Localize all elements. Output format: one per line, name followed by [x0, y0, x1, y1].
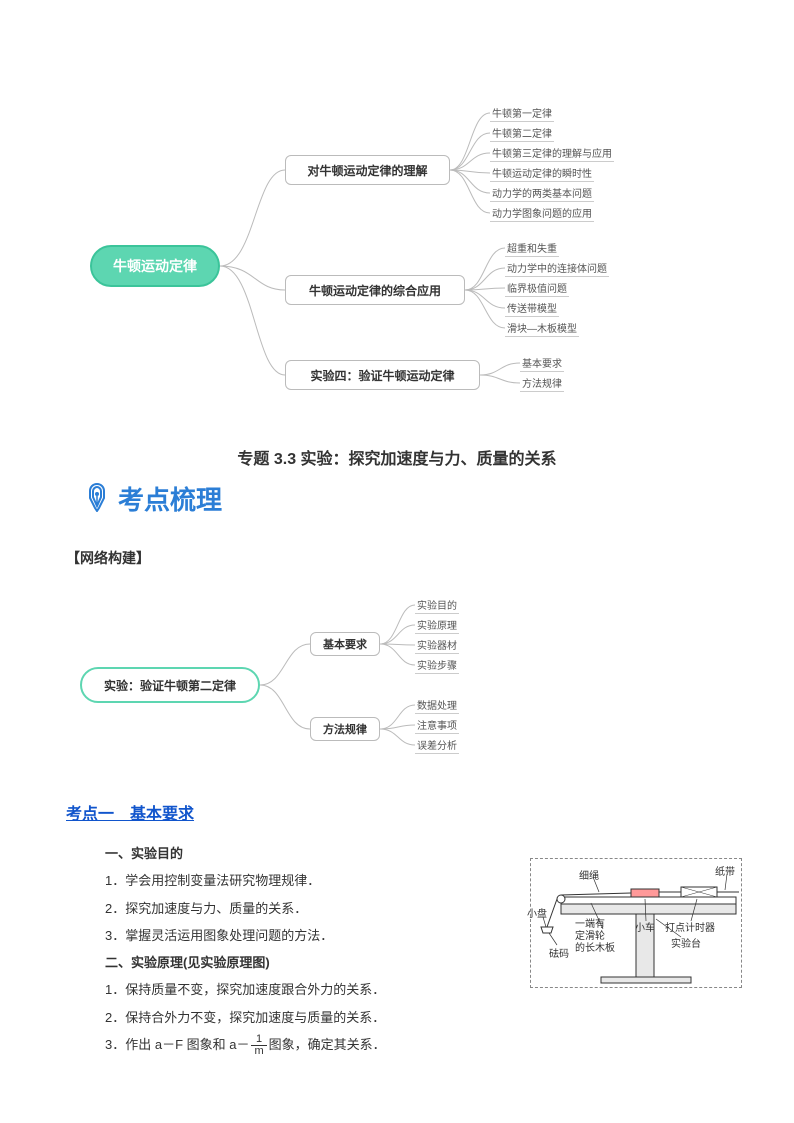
- kaodian-header: 考点一 基本要求: [66, 800, 194, 824]
- mindmap2-root-label: 实验：验证牛顿第二定律: [104, 677, 236, 694]
- mindmap2-leaf-0-1: 实验原理: [415, 617, 459, 634]
- content-line-0: 一、实验目的: [105, 840, 515, 867]
- mindmap1-leaf-0-4: 动力学的两类基本问题: [490, 185, 594, 202]
- mindmap1-leaf-0-2: 牛顿第三定律的理解与应用: [490, 145, 614, 162]
- label-cart: 小车: [635, 919, 655, 934]
- mindmap1-leaf-1-4: 滑块—木板模型: [505, 320, 579, 337]
- mindmap1-leaf-0-1: 牛顿第二定律: [490, 125, 554, 142]
- mindmap2-leaf-0-2: 实验器材: [415, 637, 459, 654]
- content-line-5: 1．保持质量不变，探究加速度跟合外力的关系．: [105, 976, 515, 1003]
- mindmap1-leaf-2-1: 方法规律: [520, 375, 564, 392]
- label-timer: 打点计时器: [665, 919, 715, 934]
- mindmap2-root: 实验：验证牛顿第二定律: [80, 667, 260, 703]
- content-line-6: 2．保持合外力不变，探究加速度与质量的关系．: [105, 1004, 515, 1031]
- mindmap1-leaf-0-0: 牛顿第一定律: [490, 105, 554, 122]
- content-line-3: 3．掌握灵活运用图象处理问题的方法．: [105, 922, 515, 949]
- mindmap1-root: 牛顿运动定律: [90, 245, 220, 287]
- label-table: 实验台: [671, 935, 701, 950]
- mindmap2-leaf-0-3: 实验步骤: [415, 657, 459, 674]
- mindmap-experiment: 实验：验证牛顿第二定律 基本要求 实验目的实验原理实验器材实验步骤方法规律 数据处理…: [80, 597, 520, 772]
- mindmap1-leaf-1-0: 超重和失重: [505, 240, 559, 257]
- mindmap-newton-laws: 牛顿运动定律 对牛顿运动定律的理解 牛顿第一定律牛顿第二定律牛顿第三定律的理解与应…: [90, 105, 650, 415]
- mindmap1-leaf-2-0: 基本要求: [520, 355, 564, 372]
- mindmap2-branch-0: 基本要求: [310, 632, 380, 656]
- mindmap1-root-label: 牛顿运动定律: [113, 256, 197, 276]
- mindmap1-leaf-0-3: 牛顿运动定律的瞬时性: [490, 165, 594, 182]
- page-title: 专题 3.3 实验：探究加速度与力、质量的关系: [0, 445, 794, 469]
- mindmap2-leaf-1-2: 误差分析: [415, 737, 459, 754]
- mindmap1-branch-0: 对牛顿运动定律的理解: [285, 155, 450, 185]
- content-line-4: 二、实验原理(见实验原理图): [105, 949, 515, 976]
- label-board: 一端有 定滑轮 的长木板: [575, 919, 615, 955]
- fraction: 1m: [251, 1034, 266, 1057]
- mindmap1-leaf-1-3: 传送带模型: [505, 300, 559, 317]
- mindmap1-branch-2: 实验四：验证牛顿运动定律: [285, 360, 480, 390]
- content-line-7: 3．作出 a－F 图象和 a－1m图象，确定其关系．: [105, 1031, 515, 1058]
- mindmap1-leaf-1-1: 动力学中的连接体问题: [505, 260, 609, 277]
- content-text: 一、实验目的1．学会用控制变量法研究物理规律．2．探究加速度与力、质量的关系．3…: [105, 840, 515, 1058]
- mindmap2-branch-1: 方法规律: [310, 717, 380, 741]
- mindmap2-leaf-1-0: 数据处理: [415, 697, 459, 714]
- content-line-1: 1．学会用控制变量法研究物理规律．: [105, 867, 515, 894]
- label-tape: 纸带: [715, 863, 735, 878]
- label-weight: 砝码: [549, 945, 569, 960]
- mindmap1-branch-1: 牛顿运动定律的综合应用: [285, 275, 465, 305]
- network-build-label: 【网络构建】: [66, 548, 150, 568]
- mindmap1-leaf-1-2: 临界极值问题: [505, 280, 569, 297]
- mindmap1-leaf-0-5: 动力学图象问题的应用: [490, 205, 594, 222]
- label-pan: 小盘: [527, 905, 547, 920]
- section-header: 考点梳理: [82, 480, 222, 517]
- experiment-diagram: 细绳 纸带 小盘 砝码 一端有 定滑轮 的长木板 小车 打点计时器 实验台: [530, 858, 742, 988]
- pen-nib-icon: [82, 480, 112, 517]
- mindmap2-leaf-1-1: 注意事项: [415, 717, 459, 734]
- mindmap2-leaf-0-0: 实验目的: [415, 597, 459, 614]
- content-line-2: 2．探究加速度与力、质量的关系．: [105, 895, 515, 922]
- label-rope: 细绳: [579, 867, 599, 882]
- section-header-text: 考点梳理: [118, 480, 222, 517]
